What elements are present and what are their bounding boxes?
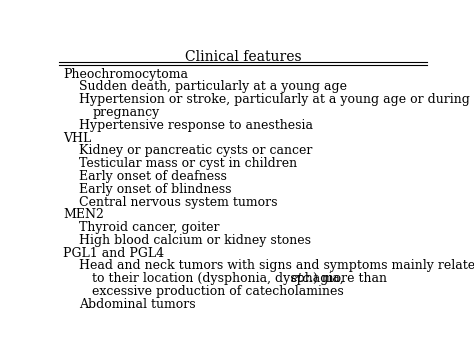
Text: Sudden death, particularly at a young age: Sudden death, particularly at a young ag… bbox=[80, 80, 347, 93]
Text: PGL1 and PGL4: PGL1 and PGL4 bbox=[63, 247, 164, 260]
Text: pregnancy: pregnancy bbox=[92, 106, 160, 119]
Text: VHL: VHL bbox=[63, 131, 91, 145]
Text: Pheochromocytoma: Pheochromocytoma bbox=[63, 67, 188, 81]
Text: Head and neck tumors with signs and symptoms mainly related: Head and neck tumors with signs and symp… bbox=[80, 260, 474, 272]
Text: Testicular mass or cyst in children: Testicular mass or cyst in children bbox=[80, 157, 298, 170]
Text: excessive production of catecholamines: excessive production of catecholamines bbox=[92, 285, 344, 298]
Text: Thyroid cancer, goiter: Thyroid cancer, goiter bbox=[80, 221, 220, 234]
Text: High blood calcium or kidney stones: High blood calcium or kidney stones bbox=[80, 234, 311, 247]
Text: Hypertensive response to anesthesia: Hypertensive response to anesthesia bbox=[80, 119, 313, 132]
Text: Early onset of blindness: Early onset of blindness bbox=[80, 183, 232, 196]
Text: Hypertension or stroke, particularly at a young age or during: Hypertension or stroke, particularly at … bbox=[80, 93, 470, 106]
Text: to their location (dysphonia, dysphagia,: to their location (dysphonia, dysphagia, bbox=[92, 272, 348, 285]
Text: Early onset of deafness: Early onset of deafness bbox=[80, 170, 228, 183]
Text: Abdominal tumors: Abdominal tumors bbox=[80, 298, 196, 311]
Text: ) more than: ) more than bbox=[309, 272, 387, 285]
Text: Kidney or pancreatic cysts or cancer: Kidney or pancreatic cysts or cancer bbox=[80, 144, 313, 157]
Text: Clinical features: Clinical features bbox=[184, 49, 301, 64]
Text: Central nervous system tumors: Central nervous system tumors bbox=[80, 195, 278, 209]
Text: MEN2: MEN2 bbox=[63, 208, 104, 221]
Text: etc.: etc. bbox=[291, 272, 314, 285]
